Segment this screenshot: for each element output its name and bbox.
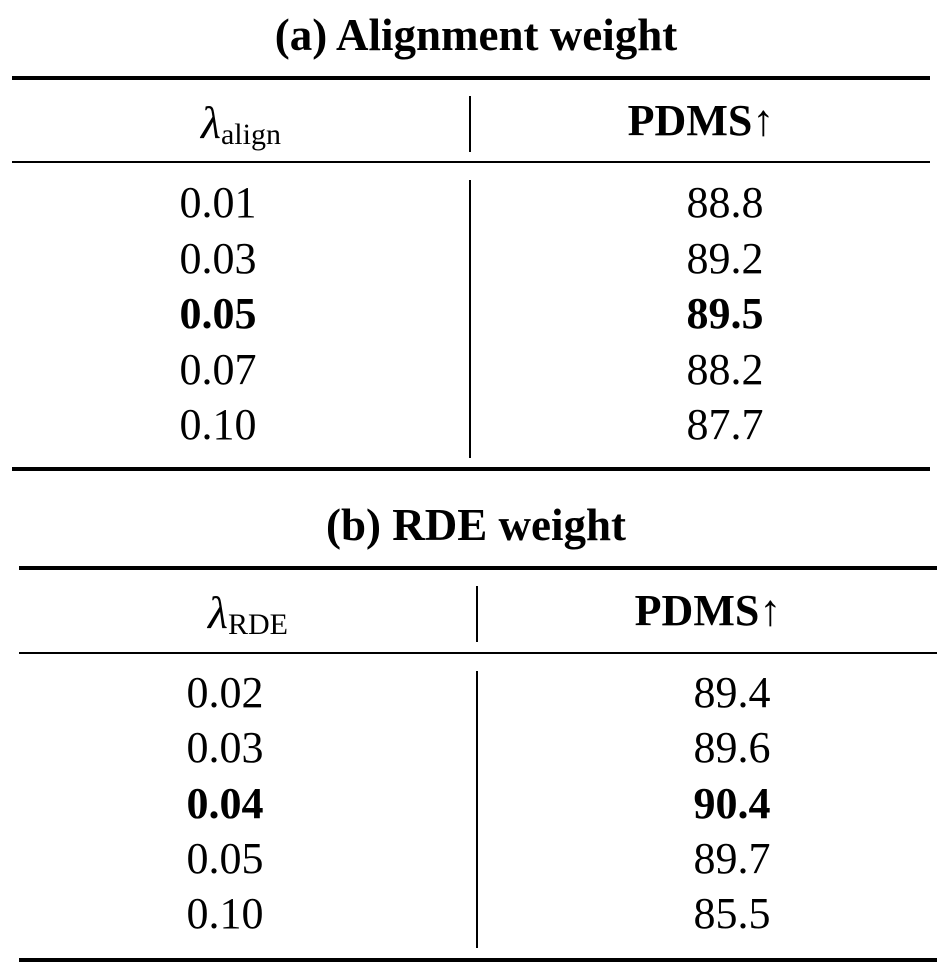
table-b-bottom-rule (19, 958, 937, 962)
table-b-top-rule (19, 566, 937, 570)
table-b-body-divider (476, 671, 478, 948)
table-row-pdms: 89.2 (686, 234, 764, 283)
table-row-param: 0.03 (186, 723, 264, 772)
table-row-pdms: 85.5 (693, 889, 771, 938)
table-row-param: 0.05 (186, 834, 264, 883)
table-b-caption: (b) RDE weight (326, 500, 626, 550)
table-a-caption: (a) Alignment weight (274, 10, 678, 60)
table-b-header-divider (476, 586, 478, 642)
table-row-pdms-best: 90.4 (693, 779, 771, 828)
table-a-metric-header: PDMS↑ (472, 96, 930, 146)
table-row-param: 0.10 (179, 400, 257, 449)
table-b-mid-rule (19, 652, 937, 654)
table-a-bottom-rule (12, 467, 930, 471)
lambda-subscript: RDE (227, 608, 288, 641)
table-row-param: 0.03 (179, 234, 257, 283)
lambda-subscript: align (220, 118, 281, 151)
table-a-param-header: λalign (12, 98, 470, 160)
table-row-param: 0.02 (186, 668, 264, 717)
table-a-header-divider (469, 96, 471, 152)
table-a-top-rule (12, 76, 930, 80)
table-row-param: 0.01 (179, 178, 257, 227)
table-row-param-best: 0.04 (186, 779, 264, 828)
table-row-pdms: 87.7 (686, 400, 764, 449)
table-row-pdms: 88.8 (686, 178, 764, 227)
lambda-symbol: λ (208, 587, 228, 638)
table-row-param: 0.10 (186, 889, 264, 938)
table-row-pdms: 89.4 (693, 668, 771, 717)
table-a-mid-rule (12, 161, 930, 163)
lambda-symbol: λ (201, 97, 221, 148)
table-a-body-divider (469, 180, 471, 458)
up-arrow-icon: ↑ (759, 586, 782, 635)
table-row-pdms-best: 89.5 (686, 289, 764, 338)
metric-label: PDMS (627, 96, 753, 145)
table-row-param-best: 0.05 (179, 289, 257, 338)
table-row-pdms: 88.2 (686, 345, 764, 394)
table-row-pdms: 89.6 (693, 723, 771, 772)
table-row-pdms: 89.7 (693, 834, 771, 883)
up-arrow-icon: ↑ (752, 96, 775, 145)
metric-label: PDMS (634, 586, 760, 635)
table-b-metric-header: PDMS↑ (479, 586, 937, 636)
table-b-param-header: λRDE (19, 588, 477, 650)
table-row-param: 0.07 (179, 345, 257, 394)
